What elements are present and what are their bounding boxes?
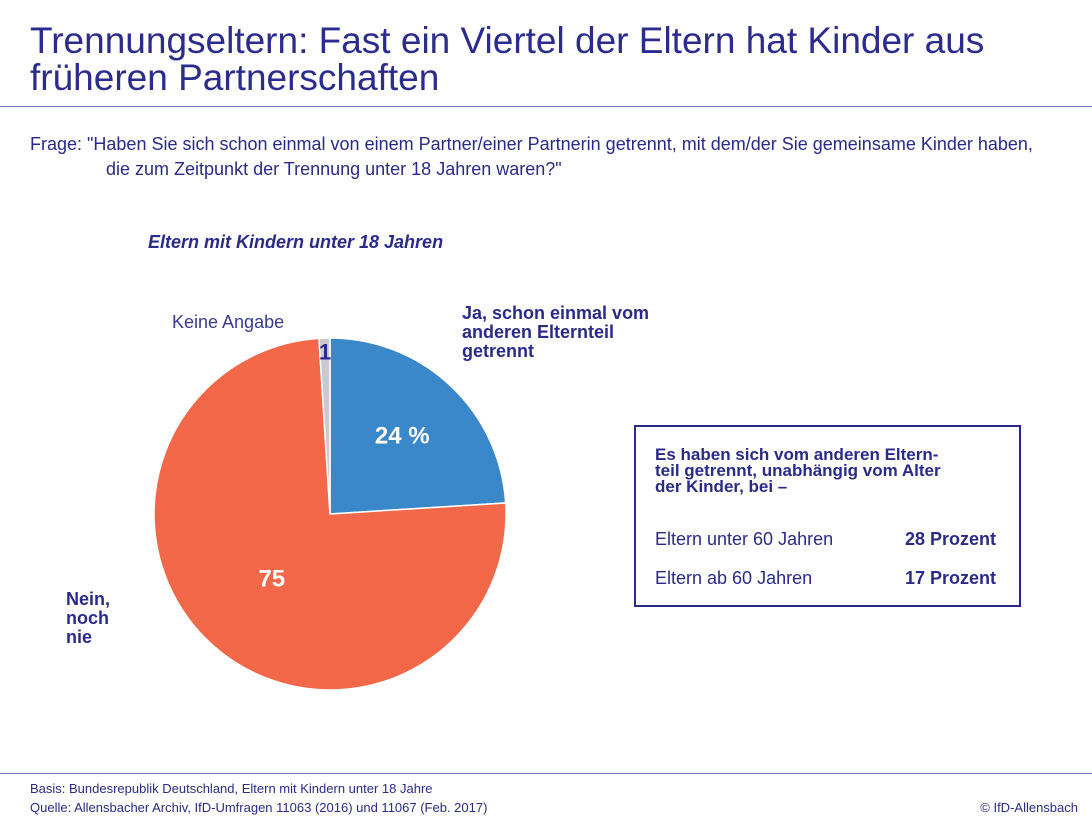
row-value: 17 Prozent bbox=[905, 568, 997, 588]
box-row: Eltern ab 60 Jahren 17 Prozent bbox=[655, 568, 996, 589]
slice-label: Nein, noch nie bbox=[66, 589, 111, 647]
divider bbox=[0, 106, 1092, 107]
subtitle: Eltern mit Kindern unter 18 Jahren bbox=[148, 232, 444, 252]
divider bbox=[0, 773, 1092, 774]
info-box: Es haben sich vom anderen Eltern- teil g… bbox=[634, 425, 1021, 607]
row-label: Eltern unter 60 Jahren bbox=[655, 529, 834, 549]
question: Frage: "Haben Sie sich schon einmal von … bbox=[30, 134, 1033, 179]
box-row: Eltern unter 60 Jahren 28 Prozent bbox=[655, 529, 996, 550]
box-heading-line: der Kinder, bei – bbox=[655, 477, 788, 496]
row-label: Eltern ab 60 Jahren bbox=[655, 568, 813, 588]
box-heading: Es haben sich vom anderen Eltern- teil g… bbox=[655, 445, 941, 496]
value-label: 75 bbox=[258, 565, 285, 592]
slice-label: Keine Angabe bbox=[172, 312, 285, 332]
box-heading-line: Es haben sich vom anderen Eltern- bbox=[655, 445, 939, 464]
pie-slice bbox=[318, 337, 331, 515]
footer-basis: Basis: Bundesrepublik Deutschland, Elter… bbox=[30, 781, 433, 796]
chart-title: Trennungseltern: Fast ein Viertel der El… bbox=[30, 20, 985, 98]
footer-source: Quelle: Allensbacher Archiv, IfD-Umfrage… bbox=[30, 800, 488, 815]
box-heading-line: teil getrennt, unabhängig vom Alter bbox=[655, 461, 941, 480]
pie-slice bbox=[153, 337, 507, 691]
footer-copyright: © IfD-Allensbach bbox=[980, 800, 1078, 815]
row-value: 28 Prozent bbox=[905, 529, 997, 549]
slice-label: Ja, schon einmal vom anderen Elternteil … bbox=[462, 303, 650, 361]
pie-slice bbox=[329, 337, 507, 515]
value-label: 1 bbox=[319, 340, 331, 365]
value-label: 24 % bbox=[375, 422, 430, 449]
